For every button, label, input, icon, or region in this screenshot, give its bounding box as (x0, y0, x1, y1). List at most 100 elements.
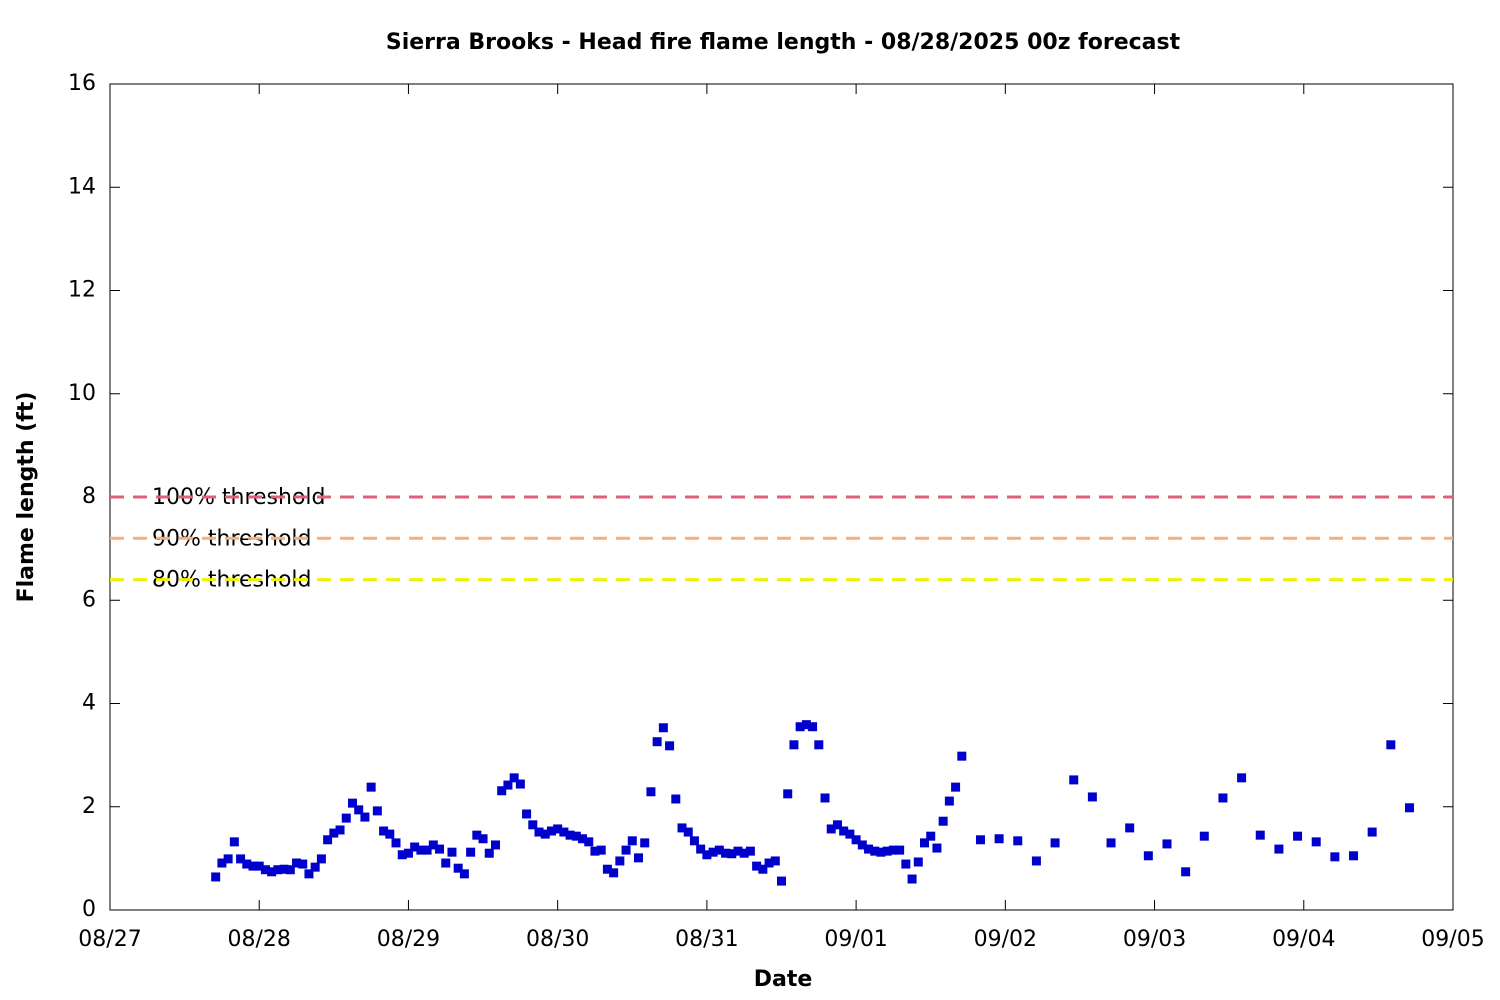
data-point (1386, 740, 1396, 750)
data-point (260, 865, 270, 875)
data-point (478, 834, 488, 844)
data-point (565, 830, 575, 840)
data-point (745, 846, 755, 856)
data-point (335, 825, 345, 835)
data-point (229, 837, 239, 847)
data-point (509, 773, 519, 783)
data-point (379, 826, 389, 836)
y-tick-label: 4 (82, 691, 96, 716)
data-point (354, 805, 364, 815)
data-point (646, 787, 656, 797)
x-tick-label: 09/02 (974, 927, 1037, 952)
data-point (640, 838, 650, 848)
data-point (1162, 839, 1172, 849)
data-point (292, 858, 302, 868)
data-point (602, 864, 612, 874)
data-point (366, 782, 376, 792)
data-point (236, 854, 246, 864)
data-point (870, 846, 880, 856)
data-point (385, 829, 395, 839)
data-point (857, 840, 867, 850)
data-point (1274, 844, 1284, 854)
data-point (279, 864, 289, 874)
data-point (1013, 836, 1023, 846)
data-point (267, 867, 277, 877)
data-point (490, 840, 500, 850)
data-point (901, 859, 911, 869)
data-point (975, 835, 985, 845)
x-tick-label: 08/27 (78, 927, 141, 952)
data-point (609, 868, 619, 878)
data-point (453, 863, 463, 873)
data-point (298, 859, 308, 869)
data-point (920, 838, 930, 848)
data-point (1031, 856, 1041, 866)
data-point (372, 806, 382, 816)
data-point (559, 827, 569, 837)
data-point (360, 812, 370, 822)
y-tick-label: 14 (68, 174, 96, 199)
data-point (733, 846, 743, 856)
data-point (957, 751, 967, 761)
y-tick-label: 2 (82, 794, 96, 819)
data-point (472, 830, 482, 840)
data-point (895, 845, 905, 855)
data-point (907, 874, 917, 884)
data-point (441, 858, 451, 868)
data-point (584, 837, 594, 847)
data-point (882, 846, 892, 856)
data-point (932, 843, 942, 853)
x-tick-label: 09/01 (824, 927, 887, 952)
data-point (677, 823, 687, 833)
data-point (497, 786, 507, 796)
data-point (571, 831, 581, 841)
data-point (913, 857, 923, 867)
data-point (1330, 852, 1340, 862)
data-point (1106, 838, 1116, 848)
data-point (435, 844, 445, 854)
data-point (689, 836, 699, 846)
data-point (994, 834, 1004, 844)
data-point (714, 845, 724, 855)
data-point (839, 826, 849, 836)
data-point (851, 835, 861, 845)
data-point (721, 848, 731, 858)
y-tick-label: 16 (68, 71, 96, 96)
data-point (708, 847, 718, 857)
data-point (801, 720, 811, 730)
data-point (1218, 793, 1228, 803)
data-point (522, 809, 532, 819)
data-point (254, 861, 264, 871)
data-point (323, 835, 333, 845)
data-point (665, 741, 675, 751)
data-point (540, 829, 550, 839)
data-point (1125, 823, 1135, 833)
data-point (316, 854, 326, 864)
data-point (808, 722, 818, 732)
data-point (534, 827, 544, 837)
y-tick-label: 8 (82, 484, 96, 509)
data-point (764, 858, 774, 868)
data-point (503, 780, 513, 790)
data-point (484, 848, 494, 858)
x-axis-label: Date (754, 967, 813, 992)
y-tick-label: 0 (82, 897, 96, 922)
y-tick-label: 10 (68, 381, 96, 406)
x-tick-label: 08/29 (377, 927, 440, 952)
data-point (403, 848, 413, 858)
data-point (777, 876, 786, 886)
data-point (683, 827, 693, 837)
data-point (951, 782, 961, 792)
data-point (1349, 851, 1359, 861)
data-point (944, 796, 954, 806)
data-point (546, 826, 556, 836)
data-point (926, 831, 936, 841)
data-point (1181, 867, 1191, 877)
data-point (211, 872, 221, 882)
x-tick-label: 09/05 (1421, 927, 1484, 952)
data-point (814, 740, 824, 750)
data-point (410, 842, 420, 852)
data-point (832, 820, 842, 830)
data-point (795, 722, 805, 732)
